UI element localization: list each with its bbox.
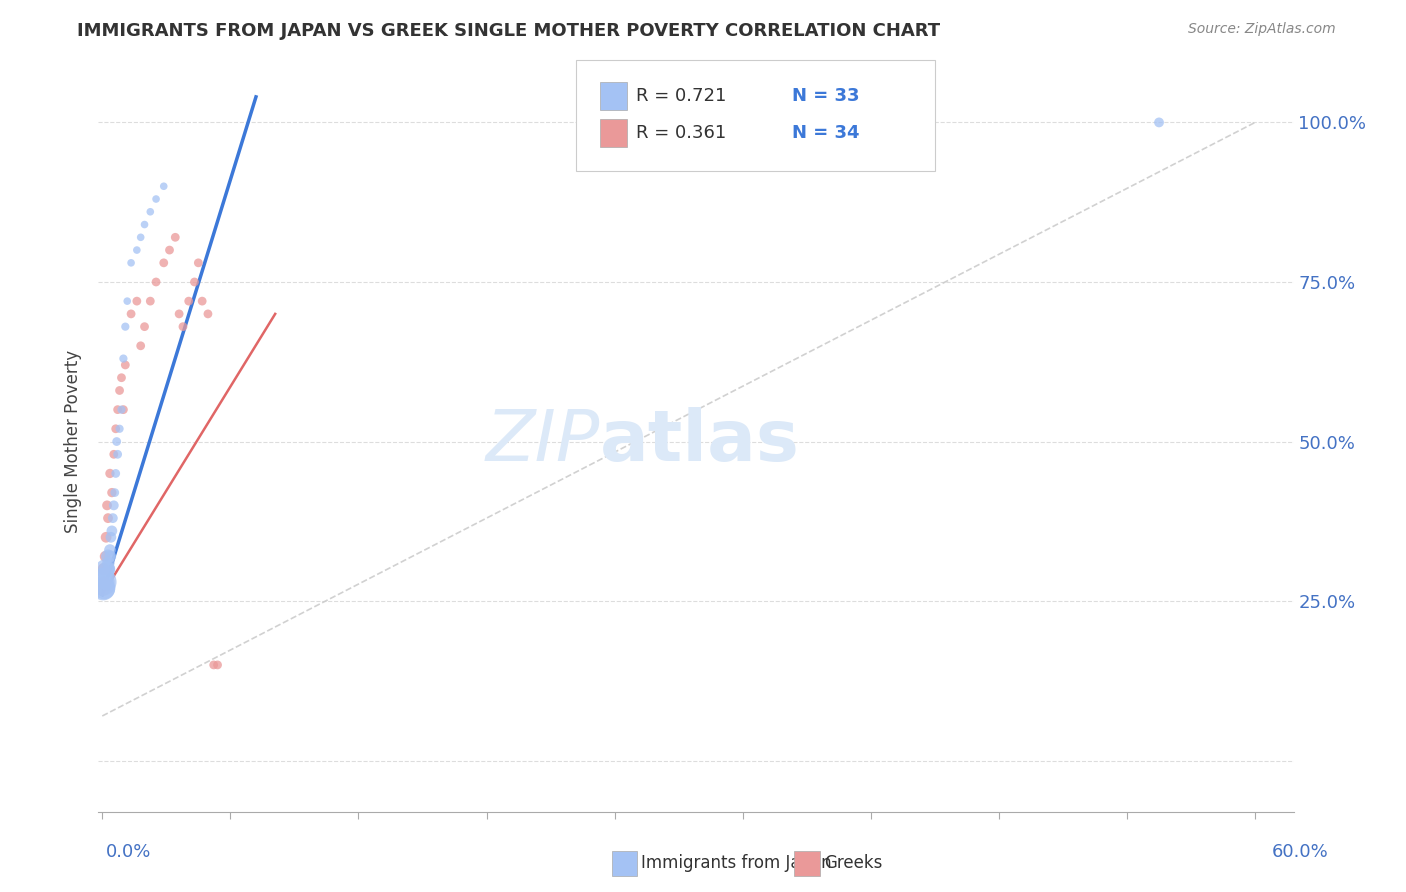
Point [115, 294, 138, 309]
Point [93, 574, 115, 589]
Text: ZIP: ZIP [486, 407, 600, 476]
Point [94, 574, 117, 589]
Point [134, 218, 156, 232]
Point [91, 582, 114, 596]
Point [103, 447, 125, 461]
Point [104, 467, 127, 481]
Text: 0.0%: 0.0% [105, 843, 150, 861]
Text: IMMIGRANTS FROM JAPAN VS GREEK SINGLE MOTHER POVERTY CORRELATION CHART: IMMIGRANTS FROM JAPAN VS GREEK SINGLE MO… [77, 22, 941, 40]
Point [101, 524, 124, 538]
Text: Immigrants from Japan: Immigrants from Japan [641, 855, 832, 872]
Text: atlas: atlas [600, 407, 800, 476]
Point [94, 549, 117, 564]
Point [93, 562, 115, 576]
Point [112, 351, 135, 366]
Text: 60.0%: 60.0% [1272, 843, 1329, 861]
Point [187, 256, 209, 270]
Point [97, 511, 120, 525]
Point [165, 230, 187, 244]
Point [93, 582, 115, 596]
Point [112, 402, 135, 417]
Point [100, 530, 122, 544]
Point [107, 447, 129, 461]
Point [145, 275, 167, 289]
Text: R = 0.721: R = 0.721 [636, 87, 727, 104]
Point [129, 339, 152, 353]
Point [104, 422, 127, 436]
Point [104, 485, 127, 500]
Point [114, 319, 136, 334]
Point [139, 294, 162, 309]
Point [108, 422, 131, 436]
Point [101, 511, 124, 525]
Point [134, 319, 156, 334]
Text: Greeks: Greeks [824, 855, 883, 872]
Bar [600, 119, 627, 147]
Point [159, 243, 181, 257]
Text: N = 34: N = 34 [792, 124, 859, 142]
Point [96, 499, 118, 513]
Point [152, 179, 174, 194]
Point [202, 657, 225, 672]
Point [101, 485, 124, 500]
Point [139, 204, 162, 219]
Point [207, 657, 229, 672]
Point [103, 499, 125, 513]
Text: N = 33: N = 33 [792, 87, 859, 104]
Point [129, 230, 152, 244]
Point [98, 549, 121, 564]
FancyBboxPatch shape [576, 61, 935, 171]
Point [94, 530, 117, 544]
Point [105, 434, 128, 449]
Point [183, 275, 205, 289]
Point [172, 319, 194, 334]
Text: R = 0.361: R = 0.361 [636, 124, 727, 142]
Point [120, 256, 142, 270]
Point [191, 294, 214, 309]
Point [94, 568, 117, 582]
Point [145, 192, 167, 206]
Point [125, 294, 148, 309]
Point [110, 370, 132, 384]
Point [97, 556, 120, 570]
Point [94, 562, 117, 576]
Point [97, 549, 120, 564]
Bar [600, 82, 627, 110]
Point [96, 562, 118, 576]
Point [98, 543, 121, 558]
Point [91, 582, 114, 596]
Text: Source: ZipAtlas.com: Source: ZipAtlas.com [1188, 22, 1336, 37]
Y-axis label: Single Mother Poverty: Single Mother Poverty [65, 350, 83, 533]
Point [152, 256, 174, 270]
Point [125, 243, 148, 257]
Point [197, 307, 219, 321]
Point [91, 574, 114, 589]
Point [1147, 115, 1170, 129]
Point [98, 562, 121, 576]
Point [114, 358, 136, 372]
Point [110, 402, 132, 417]
Point [108, 384, 131, 398]
Point [107, 402, 129, 417]
Point [177, 294, 200, 309]
Point [120, 307, 142, 321]
Point [98, 467, 121, 481]
Point [167, 307, 190, 321]
